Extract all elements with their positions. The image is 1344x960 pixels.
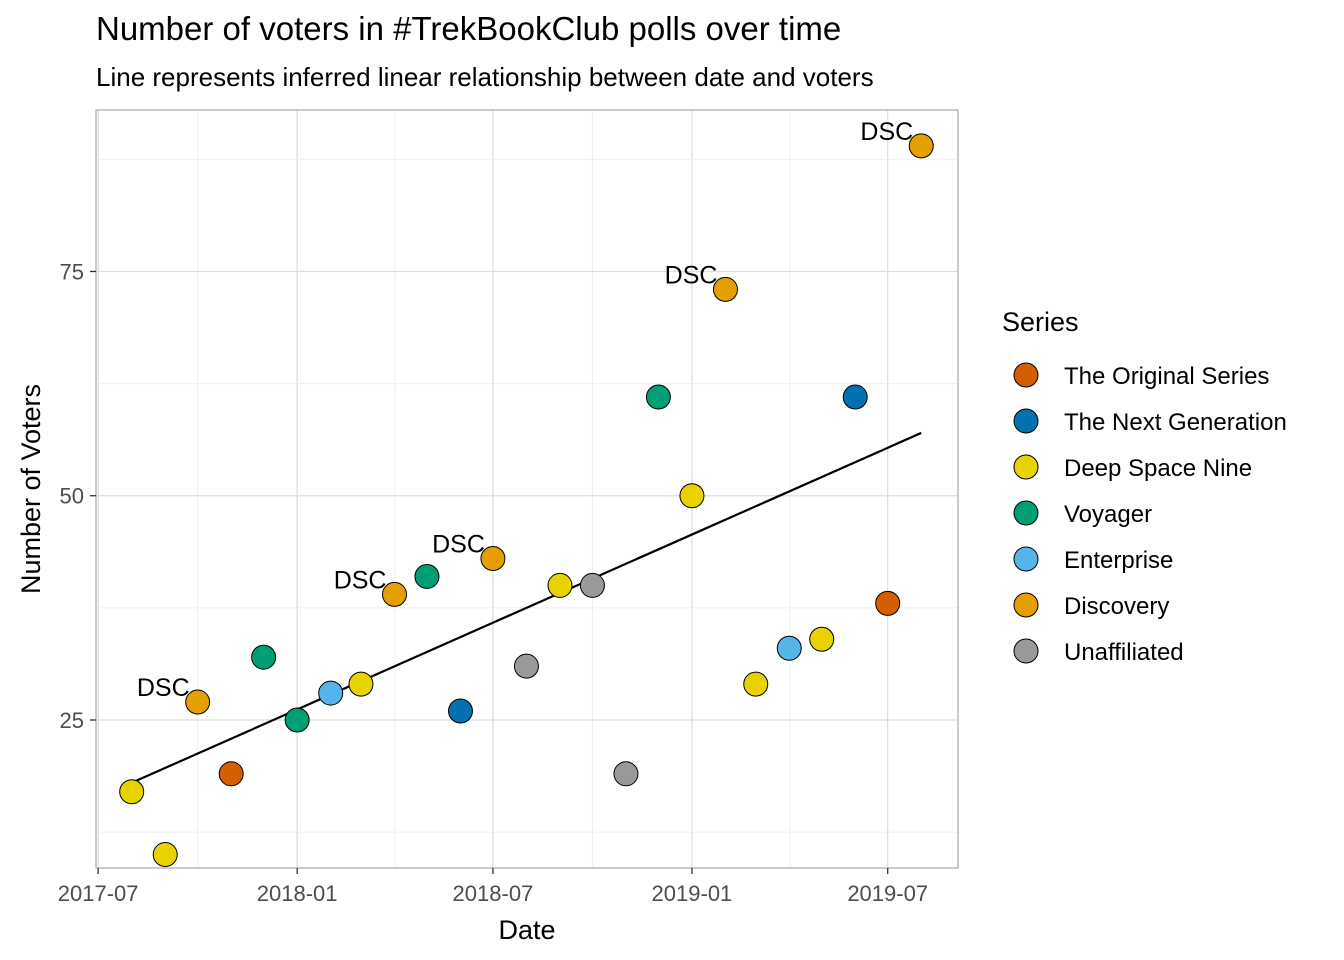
legend-swatch <box>1013 592 1039 618</box>
y-axis-title: Number of Voters <box>16 384 46 594</box>
legend: Series The Original Series The Next Gener… <box>1002 307 1287 666</box>
chart-subtitle: Line represents inferred linear relation… <box>96 62 874 92</box>
data-point <box>842 384 868 410</box>
data-point <box>414 563 440 589</box>
legend-label: Enterprise <box>1064 547 1173 574</box>
legend-label: Unaffiliated <box>1064 639 1184 666</box>
legend-swatch <box>1013 362 1039 388</box>
legend-label: The Next Generation <box>1064 409 1287 436</box>
point-label: DSC <box>432 531 485 559</box>
data-point <box>382 581 408 607</box>
data-point <box>119 779 145 805</box>
data-point <box>218 761 244 787</box>
data-point <box>284 707 310 733</box>
data-point <box>152 842 178 868</box>
data-point <box>743 671 769 697</box>
data-point <box>251 644 277 670</box>
trend-line <box>131 431 922 784</box>
x-tick-label: 2018-01 <box>257 881 338 906</box>
data-point <box>480 546 506 572</box>
y-axis-ticks: 25 50 75 <box>60 259 96 733</box>
data-point <box>613 761 639 787</box>
point-annotations: DSC DSC DSC DSC DSC <box>137 118 913 702</box>
x-axis-title: Date <box>498 915 555 945</box>
x-tick-label: 2019-01 <box>652 881 733 906</box>
grid-lines <box>96 110 958 868</box>
point-label: DSC <box>334 566 387 594</box>
data-point <box>645 384 671 410</box>
legend-swatch <box>1013 408 1039 434</box>
legend-title: Series <box>1002 307 1079 337</box>
data-point <box>776 635 802 661</box>
panel-border <box>95 109 959 869</box>
chart-title: Number of voters in #TrekBookClub polls … <box>96 10 842 47</box>
data-point <box>875 590 901 616</box>
y-tick-label: 50 <box>60 484 84 509</box>
x-tick-label: 2018-07 <box>453 881 534 906</box>
point-label: DSC <box>137 674 190 702</box>
point-label: DSC <box>860 118 913 146</box>
data-point <box>348 671 374 697</box>
x-tick-label: 2019-07 <box>847 881 928 906</box>
data-point <box>185 689 211 715</box>
data-point <box>712 276 738 302</box>
data-point <box>579 572 605 598</box>
legend-items: The Original Series The Next Generation De… <box>1013 362 1287 666</box>
x-tick-label: 2017-07 <box>58 881 139 906</box>
data-points <box>119 133 934 868</box>
data-point <box>547 572 573 598</box>
legend-label: Discovery <box>1064 593 1169 620</box>
legend-swatch <box>1013 546 1039 572</box>
data-point <box>679 483 705 509</box>
legend-swatch <box>1013 500 1039 526</box>
point-label: DSC <box>665 261 718 289</box>
data-point <box>513 653 539 679</box>
legend-swatch <box>1013 638 1039 664</box>
x-axis-ticks: 2017-07 2018-01 2018-07 2019-01 2019-07 <box>58 868 928 906</box>
legend-label: Voyager <box>1064 501 1152 528</box>
data-point <box>809 626 835 652</box>
data-point <box>908 133 934 159</box>
data-point <box>447 698 473 724</box>
data-point <box>318 680 344 706</box>
y-tick-label: 75 <box>60 259 84 284</box>
legend-label: The Original Series <box>1064 363 1269 390</box>
y-tick-label: 25 <box>60 708 84 733</box>
legend-swatch <box>1013 454 1039 480</box>
legend-label: Deep Space Nine <box>1064 455 1252 482</box>
